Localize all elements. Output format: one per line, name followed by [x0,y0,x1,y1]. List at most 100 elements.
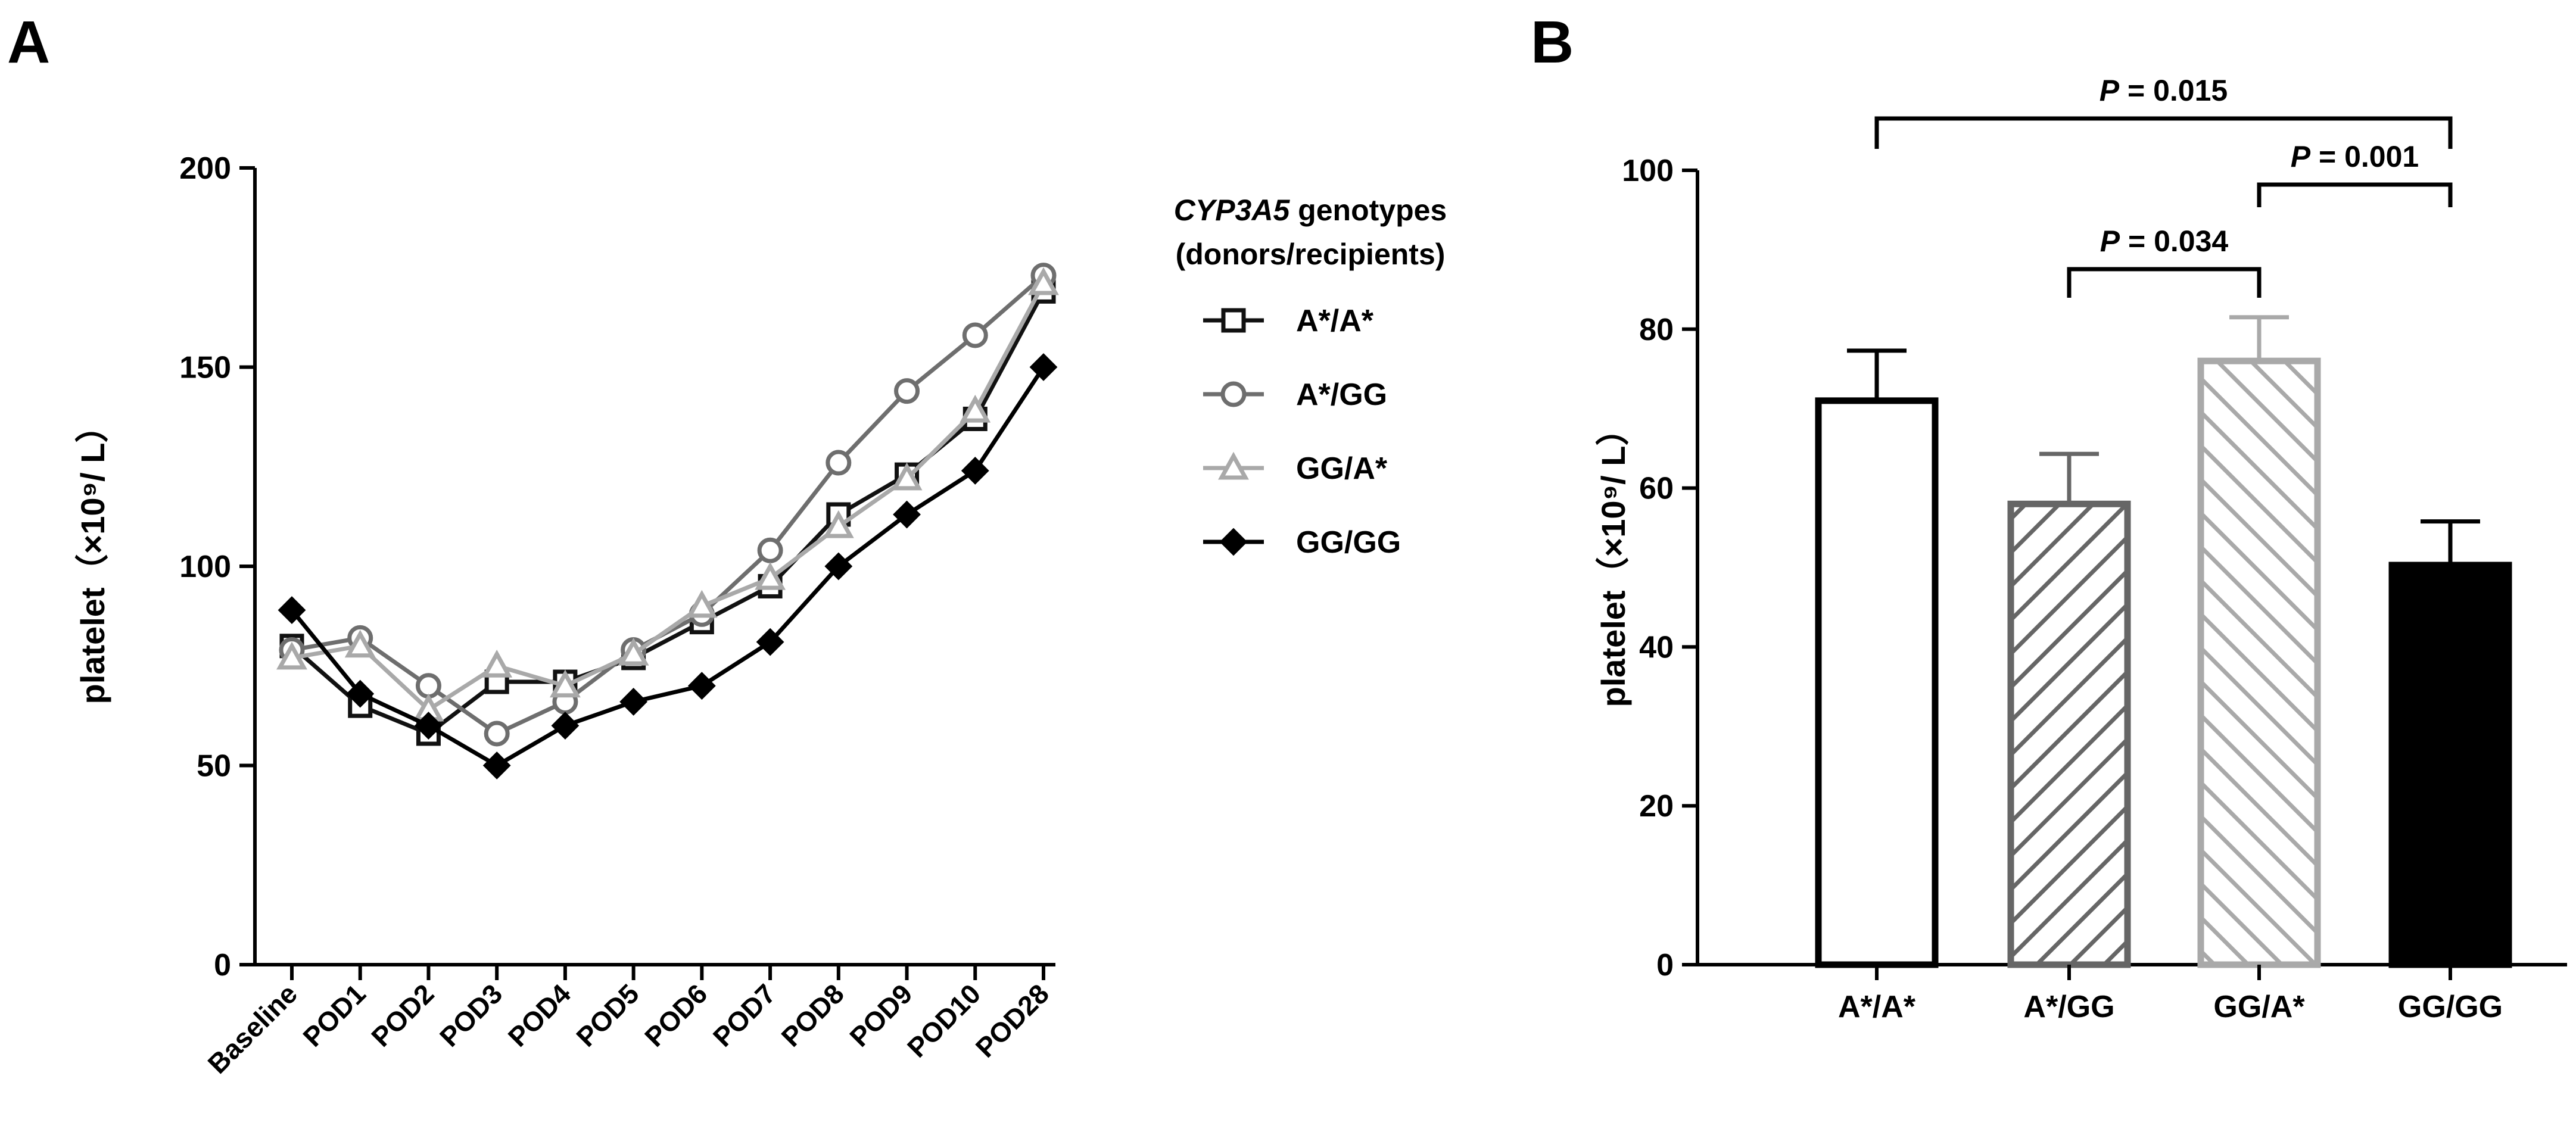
comparison-bracket: P = 0.034 [2067,224,2262,298]
line-chart-axes [253,168,1055,966]
legend-title-gene: CYP3A5 [1174,194,1291,227]
data-point [618,637,649,666]
legend-label: GG/GG [1296,525,1401,560]
y-tick-label: 80 [1639,313,1674,347]
series-GG/GG [278,353,1058,779]
y-axis-title: platelet（×10⁹/ L） [74,410,111,704]
y-tick-label: 20 [1639,789,1674,824]
bar-GG/GG: GG/GG [2388,519,2512,1024]
x-tick-label: POD8 [775,978,850,1052]
legend-title: CYP3A5 genotypes [1174,194,1447,227]
y-tick-label: 100 [1622,154,1674,188]
x-tick-label: A*/A* [1838,990,1916,1024]
y-tick-label: 40 [1639,630,1674,665]
data-point [484,721,510,747]
legend-item: GG/A* [1203,451,1388,486]
x-tick-label: POD4 [502,978,577,1053]
data-point [344,629,376,658]
legend-label: GG/A* [1296,451,1388,486]
x-tick-label: Baseline [202,978,304,1080]
data-point [686,590,718,618]
p-value-label: P = 0.001 [2291,140,2419,173]
data-point [755,562,786,590]
legend-swatch-marker [1220,381,1247,407]
data-point [1028,267,1059,295]
data-point [756,628,784,656]
legend-swatch-marker [1218,451,1249,480]
bar-GG/A*: GG/A* [2197,315,2321,1024]
x-tick-label: POD6 [638,978,713,1052]
data-point [619,688,648,716]
y-axis-title: platelet（×10⁹/ L） [1594,413,1632,707]
data-point [824,552,853,581]
legend-swatch-marker [1219,528,1248,556]
legend-item: GG/GG [1203,525,1401,560]
bracket-line [2257,182,2453,207]
data-point [757,537,783,563]
data-point [961,457,989,485]
y-tick-label: 0 [1656,948,1674,983]
p-symbol: P [2100,74,2120,107]
data-point [891,462,923,491]
legend-items: A*/A* A*/GG GG/A* GG/GG [1203,304,1401,560]
comparison-bracket: P = 0.015 [1874,74,2453,149]
line-series [276,263,1059,779]
p-value-label: P = 0.034 [2100,224,2229,258]
y-ticks: 0 20 40 60 80 100 [1622,154,1697,983]
legend-item: A*/GG [1203,378,1387,412]
x-tick-label: POD3 [434,978,508,1052]
series-line [291,282,1046,712]
p-value: = 0.015 [2119,74,2228,107]
comparison-bracket: P = 0.001 [2257,140,2453,207]
legend: CYP3A5 genotypes (donors/recipients) A*/… [1174,194,1447,560]
bracket-line [1874,116,2453,149]
x-tick-label: GG/A* [2213,990,2305,1024]
legend-swatch-marker [1221,308,1246,333]
x-tick-label: POD1 [297,978,371,1052]
series-A*/GG [279,263,1057,747]
data-point [687,672,716,700]
y-ticks: 0 50 100 150 200 [179,151,255,983]
panel-label-a: A [7,9,50,76]
data-point [278,596,306,625]
y-tick-label: 60 [1639,472,1674,506]
y-tick-label: 100 [179,550,231,584]
x-tick-label: POD2 [365,978,440,1052]
data-point [549,669,581,698]
data-point [893,500,921,529]
bracket-line [2067,267,2262,298]
data-point [276,641,307,670]
data-point [1029,353,1058,381]
p-value: = 0.001 [2310,140,2419,173]
legend-title-line2: (donors/recipients) [1176,238,1446,271]
data-point [346,679,375,708]
legend-label: A*/A* [1296,304,1374,338]
series-GG/A* [276,267,1059,722]
x-tick-label: POD5 [570,978,644,1052]
x-tick-label: A*/GG [2023,990,2114,1024]
x-ticks: BaselinePOD1POD2POD3POD4POD5POD6POD7POD8… [202,965,1055,1080]
data-point [415,712,443,740]
data-point [415,673,441,699]
x-tick-label: GG/GG [2398,990,2503,1024]
p-value-label: P = 0.015 [2100,74,2228,107]
bar [2197,357,2321,968]
bar [1815,397,1939,968]
p-value: = 0.034 [2120,224,2228,258]
y-tick-label: 50 [197,749,231,784]
panel-label-b: B [1531,9,1574,76]
legend-label: A*/GG [1296,378,1387,412]
bar-A*/GG: A*/GG [2007,451,2131,1024]
legend-item: A*/A* [1203,304,1374,338]
bar [2007,500,2131,968]
y-tick-label: 200 [179,151,231,186]
y-tick-label: 0 [214,948,231,983]
x-tick-label: POD28 [970,978,1055,1063]
data-point [551,712,580,740]
legend-title-rest: genotypes [1289,194,1447,227]
data-point [823,510,854,538]
x-tick-label: POD7 [707,978,781,1052]
bar-A*/A*: A*/A* [1815,348,1939,1024]
